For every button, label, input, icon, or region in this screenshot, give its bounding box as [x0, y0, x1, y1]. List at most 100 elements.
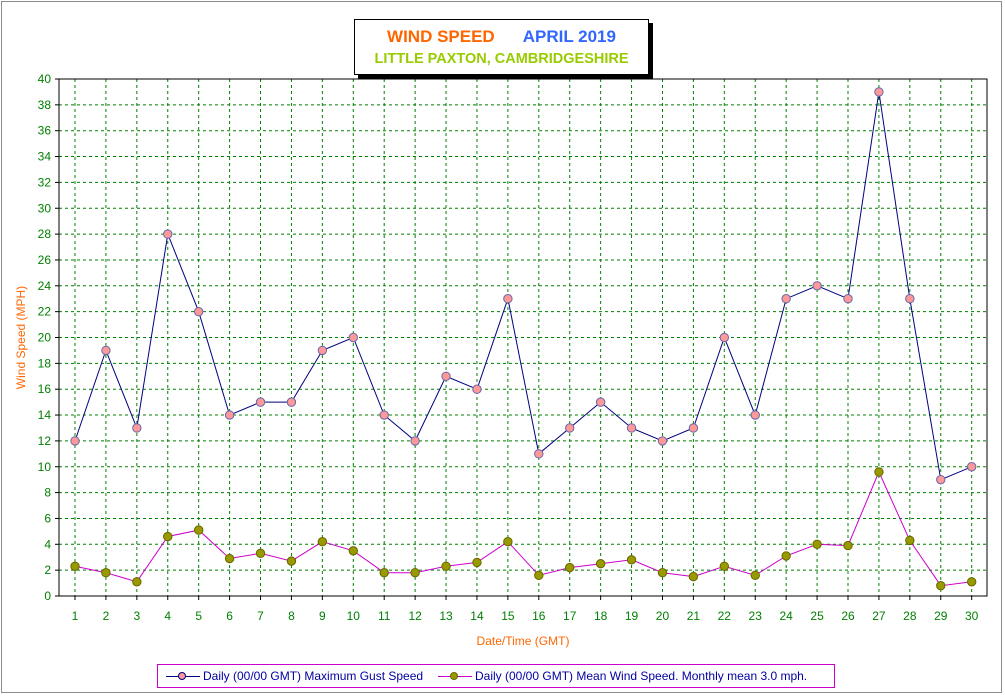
y-tick-label: 26	[38, 253, 52, 267]
data-point-mean	[193, 525, 204, 535]
data-point-mean	[286, 556, 297, 566]
x-axis-label: Date/Time (GMT)	[477, 634, 570, 648]
data-point-mean	[317, 537, 328, 547]
data-point-mean	[70, 561, 80, 571]
x-tick-label: 26	[841, 609, 855, 623]
data-point-mean	[595, 558, 606, 569]
data-point-mean	[255, 548, 266, 559]
x-tick-label: 20	[656, 609, 670, 623]
y-tick-label: 4	[44, 537, 51, 551]
y-tick-label: 10	[38, 460, 52, 474]
data-point-gust	[101, 345, 111, 356]
data-point-gust	[348, 332, 358, 343]
data-point-mean	[936, 580, 946, 591]
data-point-gust	[379, 410, 389, 420]
x-tick-label: 24	[779, 609, 793, 623]
data-point-gust	[657, 436, 668, 446]
x-tick-label: 13	[439, 609, 453, 623]
legend-swatch-gust	[166, 670, 200, 682]
data-point-mean	[626, 555, 637, 565]
y-tick-label: 16	[38, 382, 52, 396]
x-tick-label: 18	[594, 609, 608, 623]
data-point-mean	[688, 571, 699, 582]
legend-label-mean: Daily (00/00 GMT) Mean Wind Speed. Month…	[475, 669, 808, 683]
data-point-mean	[441, 561, 451, 571]
data-point-mean	[534, 570, 544, 581]
chart-title-box: WIND SPEED APRIL 2019 LITTLE PAXTON, CAMB…	[354, 19, 649, 75]
x-tick-label: 7	[257, 609, 264, 623]
series-line-gust	[74, 91, 972, 481]
x-tick-label: 4	[164, 609, 171, 623]
x-tick-label: 12	[408, 609, 422, 623]
data-point-gust	[750, 410, 760, 420]
data-point-gust	[224, 410, 235, 420]
data-point-gust	[286, 397, 297, 407]
data-point-gust	[317, 345, 328, 356]
data-point-gust	[441, 371, 451, 381]
data-point-gust	[503, 294, 513, 304]
data-point-gust	[534, 449, 544, 459]
data-point-mean	[101, 568, 111, 578]
y-axis-label: Wind Speed (MPH)	[14, 286, 28, 389]
y-tick-label: 12	[38, 434, 52, 448]
data-point-mean	[503, 537, 513, 547]
data-point-gust	[843, 294, 853, 304]
x-tick-label: 5	[195, 609, 202, 623]
data-point-mean	[132, 577, 142, 587]
x-tick-label: 3	[133, 609, 140, 623]
x-tick-label: 23	[749, 609, 763, 623]
data-point-gust	[193, 306, 204, 317]
chart-legend: Daily (00/00 GMT) Maximum Gust Speed Dai…	[157, 664, 835, 688]
data-point-gust	[163, 229, 173, 239]
title-location: LITTLE PAXTON, CAMBRIDGESHIRE	[374, 51, 629, 67]
x-tick-label: 2	[103, 609, 110, 623]
y-tick-label: 20	[38, 331, 52, 345]
y-tick-label: 0	[44, 589, 51, 603]
data-point-mean	[379, 568, 389, 578]
data-point-gust	[905, 294, 915, 304]
y-tick-label: 38	[38, 98, 52, 112]
data-point-mean	[750, 570, 760, 581]
y-tick-label: 32	[38, 175, 52, 189]
x-tick-label: 25	[810, 609, 824, 623]
x-tick-label: 27	[872, 609, 886, 623]
title-wind-speed: WIND SPEED	[387, 27, 495, 46]
data-point-gust	[626, 423, 637, 433]
data-point-gust	[781, 294, 791, 304]
y-tick-label: 18	[38, 356, 52, 370]
series-line-mean	[74, 470, 972, 587]
data-point-gust	[132, 423, 142, 433]
legend-swatch-mean	[438, 670, 472, 682]
y-tick-label: 36	[38, 124, 52, 138]
data-point-mean	[966, 577, 977, 587]
x-tick-label: 21	[687, 609, 701, 623]
data-point-mean	[781, 551, 791, 561]
y-tick-label: 22	[38, 305, 52, 319]
x-tick-label: 19	[625, 609, 639, 623]
x-tick-label: 11	[378, 609, 391, 623]
x-tick-label: 6	[226, 609, 233, 623]
data-point-gust	[410, 436, 420, 446]
data-point-mean	[224, 553, 235, 564]
title-line-1: WIND SPEED APRIL 2019	[355, 27, 648, 47]
y-tick-label: 2	[44, 563, 51, 577]
title-month: APRIL 2019	[522, 27, 616, 46]
x-tick-label: 22	[718, 609, 732, 623]
data-point-gust	[719, 332, 730, 343]
y-tick-label: 30	[38, 201, 52, 215]
y-tick-label: 24	[38, 279, 52, 293]
data-point-mean	[348, 546, 358, 556]
data-point-gust	[255, 397, 266, 407]
data-point-mean	[657, 568, 668, 578]
data-point-gust	[688, 423, 699, 433]
x-tick-label: 8	[288, 609, 295, 623]
data-point-gust	[874, 87, 884, 97]
y-tick-label: 34	[38, 150, 52, 164]
x-tick-label: 16	[532, 609, 546, 623]
data-point-gust	[812, 281, 822, 291]
x-tick-label: 9	[319, 609, 326, 623]
grid	[58, 78, 988, 597]
data-point-gust	[70, 436, 80, 446]
